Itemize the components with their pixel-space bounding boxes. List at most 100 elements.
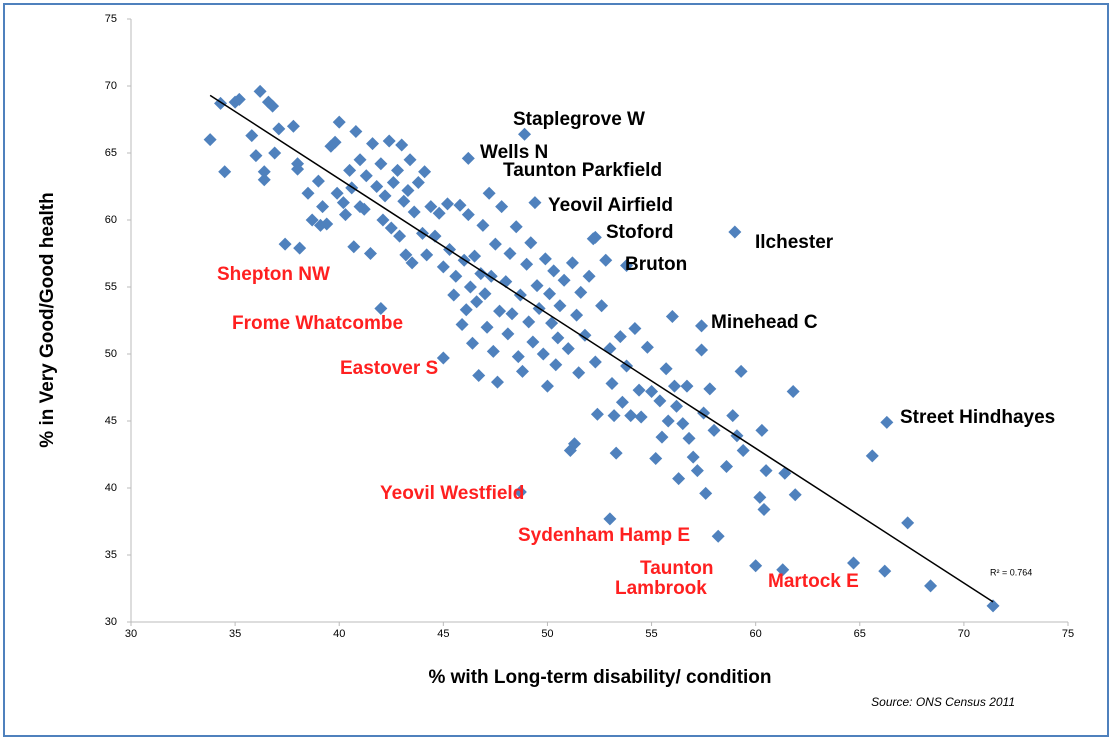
point bbox=[424, 200, 438, 214]
point bbox=[628, 322, 642, 336]
point bbox=[753, 490, 767, 504]
point bbox=[670, 399, 684, 413]
point bbox=[759, 464, 773, 478]
point bbox=[865, 449, 879, 463]
point bbox=[468, 249, 482, 263]
point bbox=[547, 264, 561, 278]
point bbox=[924, 579, 938, 593]
point bbox=[436, 260, 450, 274]
annotation: Staplegrove W bbox=[513, 109, 645, 130]
point bbox=[540, 379, 554, 393]
point bbox=[509, 220, 523, 234]
x-tick-label: 40 bbox=[333, 628, 345, 640]
point bbox=[726, 409, 740, 423]
point bbox=[403, 153, 417, 167]
point bbox=[374, 301, 388, 315]
point bbox=[203, 133, 217, 147]
point bbox=[493, 304, 507, 318]
x-axis-title: % with Long-term disability/ condition bbox=[428, 667, 771, 688]
point bbox=[376, 213, 390, 227]
point bbox=[278, 237, 292, 251]
point bbox=[480, 320, 494, 334]
point bbox=[757, 502, 771, 516]
point bbox=[465, 336, 479, 350]
point bbox=[634, 410, 648, 424]
point bbox=[476, 218, 490, 232]
point bbox=[543, 287, 557, 301]
point bbox=[522, 315, 536, 329]
point bbox=[676, 417, 690, 431]
point bbox=[613, 330, 627, 344]
point bbox=[463, 280, 477, 294]
point bbox=[607, 409, 621, 423]
point bbox=[518, 127, 532, 141]
point bbox=[695, 319, 709, 333]
point bbox=[605, 376, 619, 390]
point bbox=[582, 269, 596, 283]
source-note: Source: ONS Census 2011 bbox=[871, 695, 1015, 709]
point bbox=[382, 134, 396, 148]
point bbox=[503, 247, 517, 260]
y-tick-label: 75 bbox=[105, 13, 117, 25]
x-tick-label: 30 bbox=[125, 628, 137, 640]
point bbox=[699, 486, 713, 500]
x-tick-label: 65 bbox=[854, 628, 866, 640]
point bbox=[695, 343, 709, 357]
point bbox=[574, 285, 588, 299]
point bbox=[557, 273, 571, 287]
point bbox=[386, 175, 400, 189]
point bbox=[649, 452, 663, 466]
x-tick-label: 60 bbox=[750, 628, 762, 640]
point bbox=[776, 563, 790, 577]
point bbox=[690, 464, 704, 478]
point bbox=[359, 169, 373, 183]
annotation: Shepton NW bbox=[217, 264, 330, 285]
point bbox=[788, 488, 802, 502]
point bbox=[343, 163, 357, 177]
point bbox=[470, 295, 484, 309]
x-tick-label: 50 bbox=[541, 628, 553, 640]
point bbox=[653, 394, 667, 408]
point bbox=[536, 347, 550, 361]
point bbox=[474, 267, 488, 281]
point bbox=[515, 364, 529, 378]
point bbox=[736, 443, 750, 457]
r-squared: R² = 0.764 bbox=[990, 567, 1032, 577]
point bbox=[680, 379, 694, 393]
annotation: Stoford bbox=[606, 222, 674, 243]
point bbox=[291, 162, 305, 176]
point bbox=[301, 186, 315, 200]
point bbox=[728, 225, 742, 239]
y-tick-label: 70 bbox=[105, 80, 117, 92]
point bbox=[357, 202, 371, 216]
point bbox=[599, 253, 613, 267]
point bbox=[530, 279, 544, 293]
point bbox=[549, 358, 563, 372]
point bbox=[257, 165, 271, 179]
point bbox=[570, 308, 584, 322]
point bbox=[588, 355, 602, 369]
y-tick-label: 30 bbox=[105, 616, 117, 628]
point bbox=[620, 259, 634, 273]
point bbox=[686, 450, 700, 464]
point bbox=[707, 423, 721, 437]
point bbox=[391, 163, 405, 177]
point bbox=[363, 247, 377, 260]
point bbox=[370, 180, 384, 193]
point bbox=[472, 368, 486, 382]
x-tick-label: 75 bbox=[1062, 628, 1074, 640]
annotation: Martock E bbox=[768, 571, 859, 592]
point bbox=[374, 157, 388, 171]
point bbox=[553, 299, 567, 313]
x-tick-label: 35 bbox=[229, 628, 241, 640]
annotation: Street Hindhayes bbox=[900, 407, 1055, 428]
y-tick-label: 65 bbox=[105, 147, 117, 159]
point bbox=[397, 194, 411, 208]
point bbox=[545, 316, 559, 330]
point bbox=[453, 198, 467, 212]
point bbox=[749, 559, 763, 573]
point bbox=[526, 335, 540, 349]
point bbox=[332, 115, 346, 129]
point bbox=[588, 230, 602, 244]
